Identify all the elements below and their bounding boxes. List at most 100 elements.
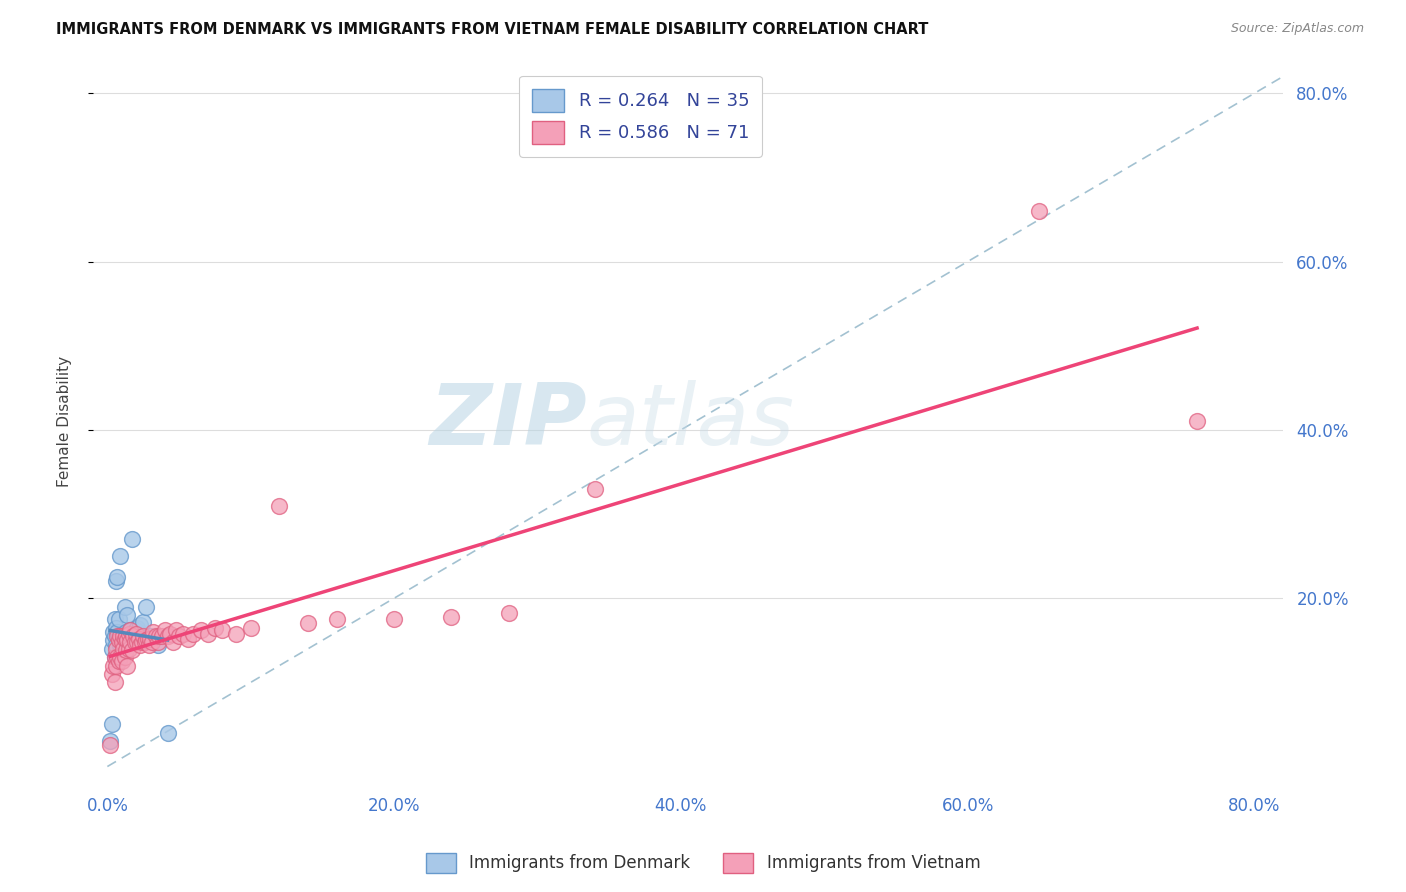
Point <box>121 643 143 657</box>
Point <box>139 629 162 643</box>
Point <box>269 499 291 513</box>
Point <box>105 650 128 665</box>
Point <box>114 632 136 646</box>
Point <box>145 629 167 643</box>
Legend: R = 0.264   N = 35, R = 0.586   N = 71: R = 0.264 N = 35, R = 0.586 N = 71 <box>519 76 762 157</box>
Point <box>101 633 124 648</box>
Point <box>105 629 128 643</box>
Point <box>128 632 150 646</box>
Point <box>101 624 124 639</box>
Point <box>225 626 247 640</box>
Point <box>111 654 134 668</box>
Point <box>132 615 155 629</box>
Point <box>125 623 148 637</box>
Point <box>120 623 142 637</box>
Point <box>104 641 127 656</box>
Point <box>110 549 132 563</box>
Point <box>146 638 169 652</box>
Point <box>156 629 179 643</box>
Point <box>124 635 146 649</box>
Point <box>108 612 131 626</box>
Point <box>122 629 145 643</box>
Point <box>108 633 131 648</box>
Point <box>135 633 157 648</box>
Point <box>110 638 132 652</box>
Point <box>127 621 149 635</box>
Point <box>132 629 155 643</box>
Point <box>129 638 152 652</box>
Point <box>131 635 153 649</box>
Point <box>204 621 226 635</box>
Point <box>100 667 122 681</box>
Legend: Immigrants from Denmark, Immigrants from Vietnam: Immigrants from Denmark, Immigrants from… <box>419 847 987 880</box>
Point <box>136 632 159 646</box>
Point <box>135 599 157 614</box>
Point <box>104 574 127 589</box>
Point <box>114 599 136 614</box>
Point <box>165 623 187 637</box>
Point <box>112 629 135 643</box>
Point <box>159 626 181 640</box>
Point <box>111 629 134 643</box>
Point <box>101 658 124 673</box>
Point <box>104 621 127 635</box>
Point <box>326 612 349 626</box>
Point <box>115 629 138 643</box>
Point <box>127 635 149 649</box>
Point <box>142 624 165 639</box>
Text: IMMIGRANTS FROM DENMARK VS IMMIGRANTS FROM VIETNAM FEMALE DISABILITY CORRELATION: IMMIGRANTS FROM DENMARK VS IMMIGRANTS FR… <box>56 22 928 37</box>
Point <box>382 612 405 626</box>
Point <box>122 626 145 640</box>
Point <box>118 641 141 656</box>
Point <box>110 650 132 665</box>
Point <box>183 626 205 640</box>
Point <box>117 658 139 673</box>
Point <box>103 675 125 690</box>
Point <box>176 632 198 646</box>
Point <box>111 635 134 649</box>
Point <box>583 482 606 496</box>
Point <box>146 635 169 649</box>
Point <box>138 638 160 652</box>
Point <box>103 629 125 643</box>
Point <box>120 623 142 637</box>
Point <box>498 607 520 621</box>
Y-axis label: Female Disability: Female Disability <box>58 356 72 487</box>
Point <box>129 618 152 632</box>
Point <box>115 643 138 657</box>
Point <box>108 629 131 643</box>
Point <box>141 635 163 649</box>
Point <box>156 726 179 740</box>
Point <box>440 609 463 624</box>
Point <box>108 654 131 668</box>
Point <box>136 633 159 648</box>
Point <box>190 623 212 637</box>
Point <box>100 641 122 656</box>
Point <box>103 650 125 665</box>
Point <box>118 632 141 646</box>
Point <box>121 533 143 547</box>
Text: atlas: atlas <box>586 380 794 463</box>
Point <box>134 635 156 649</box>
Point <box>239 621 262 635</box>
Point <box>110 629 132 643</box>
Text: ZIP: ZIP <box>429 380 586 463</box>
Point <box>103 612 125 626</box>
Point <box>114 650 136 665</box>
Point <box>104 658 127 673</box>
Point <box>162 635 184 649</box>
Point <box>112 641 135 656</box>
Point <box>197 626 219 640</box>
Point <box>112 641 135 656</box>
Point <box>118 626 141 640</box>
Point <box>100 717 122 731</box>
Point <box>167 629 190 643</box>
Point <box>115 624 138 639</box>
Point <box>1028 204 1050 219</box>
Text: Source: ZipAtlas.com: Source: ZipAtlas.com <box>1230 22 1364 36</box>
Point <box>153 623 176 637</box>
Point <box>211 623 233 637</box>
Point <box>117 633 139 648</box>
Point <box>1185 415 1208 429</box>
Point <box>103 650 125 665</box>
